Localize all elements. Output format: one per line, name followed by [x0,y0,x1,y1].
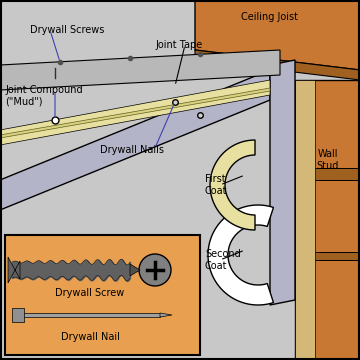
Text: Ceiling Joist: Ceiling Joist [242,12,298,22]
Bar [295,80,315,360]
Polygon shape [210,140,255,230]
Text: Joint Compound
("Mud"): Joint Compound ("Mud") [5,85,83,107]
Polygon shape [0,70,270,210]
Text: Drywall Screws: Drywall Screws [30,25,104,35]
Polygon shape [195,50,360,80]
Bar [295,252,360,260]
Text: Drywall Nails: Drywall Nails [100,145,164,155]
Bar [20,313,160,317]
Bar [295,168,360,180]
Bar [12,308,24,322]
Text: Drywall Nail: Drywall Nail [60,332,120,342]
Text: Second
Coat: Second Coat [205,249,241,271]
Polygon shape [160,313,172,317]
Polygon shape [295,80,360,360]
Text: Wall
Stud: Wall Stud [317,149,339,171]
Circle shape [139,254,171,286]
Polygon shape [270,60,295,305]
Text: Drywall Screw: Drywall Screw [55,288,125,298]
Polygon shape [0,80,270,145]
Polygon shape [208,205,274,305]
Polygon shape [195,0,360,70]
Text: First
Coat: First Coat [205,174,228,196]
Polygon shape [0,50,280,90]
Text: Joint Tape: Joint Tape [155,40,202,50]
Bar [5,235,200,355]
Polygon shape [130,264,140,276]
Polygon shape [8,257,20,283]
Polygon shape [0,88,270,138]
